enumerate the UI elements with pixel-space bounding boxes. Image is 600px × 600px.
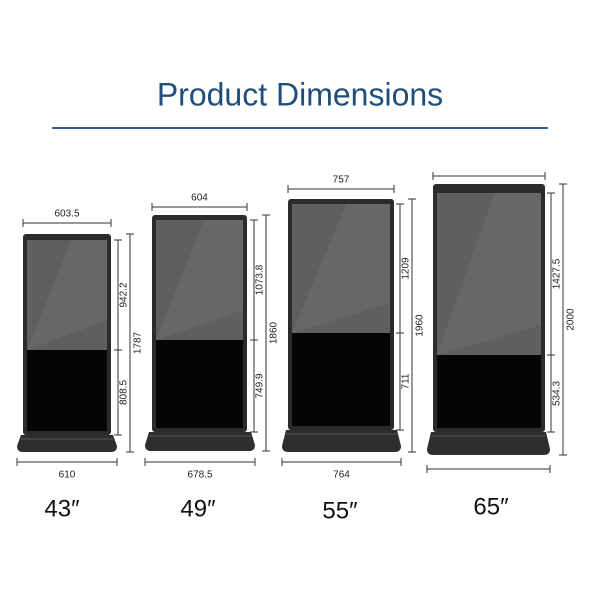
bottom-width-label: 678.5 (187, 470, 212, 481)
screen-glare (292, 204, 390, 333)
upper-height-label: 942.2 (119, 282, 130, 307)
total-height-label: 1787 (133, 331, 144, 354)
lower-height-label: 808.5 (119, 380, 130, 405)
lower-panel (27, 350, 107, 431)
lower-height-label: 711 (401, 373, 412, 389)
size-label: 55″ (322, 497, 358, 524)
title: Product Dimensions (157, 76, 443, 112)
size-label: 43″ (44, 495, 80, 522)
upper-height-label: 1209 (401, 257, 412, 280)
bottom-width-label: 764 (333, 470, 350, 481)
bottom-width-label: 610 (59, 470, 76, 481)
lower-panel (156, 340, 243, 428)
screen-glare (156, 220, 243, 340)
top-width-label: 603.5 (54, 209, 79, 220)
lower-height-label: 749.9 (255, 373, 266, 398)
top-width-label: 757 (333, 175, 350, 186)
size-label: 49″ (180, 495, 216, 522)
upper-height-label: 1073.8 (255, 264, 266, 295)
base (427, 432, 550, 455)
screen-glare (437, 193, 541, 355)
top-width-label: 604 (191, 193, 208, 204)
upper-height-label: 1427.5 (552, 258, 563, 289)
screen-glare (27, 240, 107, 350)
base (282, 430, 401, 452)
base (17, 435, 117, 452)
size-label: 65″ (473, 493, 509, 520)
total-height-label: 1860 (269, 321, 280, 344)
lower-panel (437, 355, 541, 428)
lower-height-label: 534.3 (552, 381, 563, 406)
total-height-label: 2000 (566, 308, 577, 331)
total-height-label: 1960 (415, 314, 426, 337)
lower-panel (292, 333, 390, 426)
base (145, 432, 255, 451)
